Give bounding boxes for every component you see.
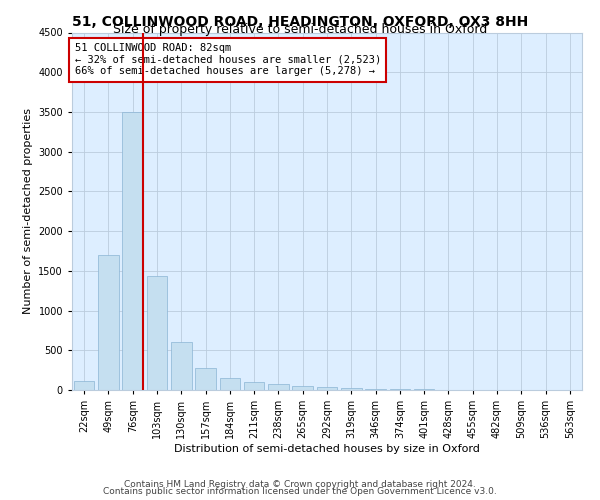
Bar — [195, 368, 216, 390]
Bar — [292, 386, 313, 390]
Text: 51 COLLINWOOD ROAD: 82sqm
← 32% of semi-detached houses are smaller (2,523)
66% : 51 COLLINWOOD ROAD: 82sqm ← 32% of semi-… — [74, 43, 381, 76]
Bar — [268, 384, 289, 390]
Bar — [220, 378, 240, 390]
Bar — [171, 342, 191, 390]
Bar — [317, 387, 337, 390]
Text: Contains public sector information licensed under the Open Government Licence v3: Contains public sector information licen… — [103, 487, 497, 496]
Bar — [146, 276, 167, 390]
Bar — [74, 382, 94, 390]
X-axis label: Distribution of semi-detached houses by size in Oxford: Distribution of semi-detached houses by … — [174, 444, 480, 454]
Y-axis label: Number of semi-detached properties: Number of semi-detached properties — [23, 108, 32, 314]
Bar — [98, 255, 119, 390]
Text: Size of property relative to semi-detached houses in Oxford: Size of property relative to semi-detach… — [113, 22, 487, 36]
Text: 51, COLLINWOOD ROAD, HEADINGTON, OXFORD, OX3 8HH: 51, COLLINWOOD ROAD, HEADINGTON, OXFORD,… — [72, 15, 528, 29]
Bar — [365, 389, 386, 390]
Bar — [244, 382, 265, 390]
Text: Contains HM Land Registry data © Crown copyright and database right 2024.: Contains HM Land Registry data © Crown c… — [124, 480, 476, 489]
Bar — [389, 389, 410, 390]
Bar — [341, 388, 362, 390]
Bar — [122, 112, 143, 390]
